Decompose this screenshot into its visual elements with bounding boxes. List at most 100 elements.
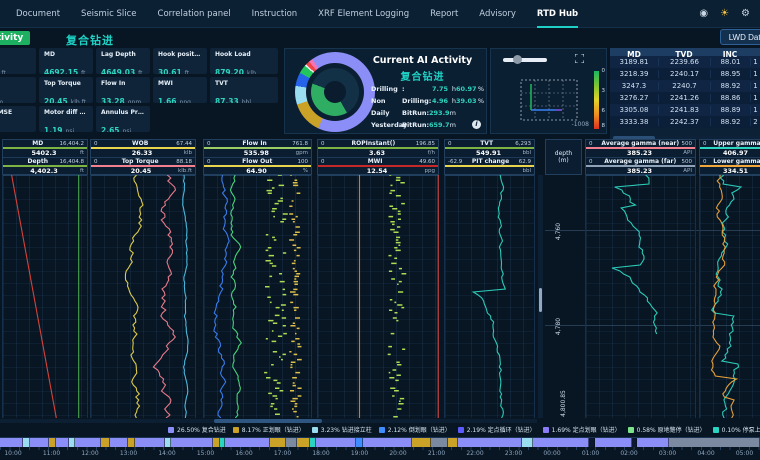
circle-icon[interactable]: ◉ [699, 8, 709, 19]
legend-item-: 3.23% 钻进接立柱 [311, 425, 372, 434]
time-label: 03:00 [658, 450, 677, 457]
table-row[interactable]: 3276.27 2241.26 88.86 1 [610, 92, 760, 104]
gamma-track-1-scale-row: 0 Average gamma (near) 500 [586, 140, 695, 149]
kpi-tile-md: MD 4692.15 ft [39, 48, 93, 74]
survey-col-inc: INC [722, 50, 738, 59]
kpi-unit: klb.ft [70, 99, 86, 103]
log-track-5-header: 0 TVT 6,293 549.91 bbl -62.9 PIT change 62.9 bbl [444, 139, 535, 176]
survey-cell: 1 [750, 70, 760, 78]
log-track-3-body [203, 175, 312, 418]
kpi-value: 879.20 klb [215, 60, 273, 74]
legend-text: 2.19% 定点循环（钻进） [466, 427, 536, 434]
curve-unit: ft [80, 150, 84, 156]
nav-item-xrf-element-logging[interactable]: XRF Element Logging [318, 8, 410, 19]
depth-gridline [545, 230, 760, 231]
nav-item-instruction[interactable]: Instruction [251, 8, 298, 19]
nav-item-report[interactable]: Report [430, 8, 459, 19]
table-row[interactable]: 3305.08 2241.83 88.89 1 [610, 104, 760, 116]
depth-slider[interactable] [503, 55, 547, 64]
kpi-unit: gpm [127, 99, 142, 103]
gear-icon[interactable]: ⚙ [741, 8, 750, 19]
fullscreen-icon[interactable] [575, 54, 584, 63]
activity-segment [457, 438, 522, 447]
ai-current-mode: 复合钻进 [400, 72, 445, 83]
legend-swatch [311, 426, 318, 433]
time-label: 05:00 [735, 450, 754, 457]
scale-min: 0 [94, 140, 98, 147]
nav-item-seismic-slice[interactable]: Seismic Slice [81, 8, 137, 19]
activity-segment [297, 438, 311, 447]
slider-knob[interactable] [513, 55, 522, 64]
activity-segment [316, 438, 356, 447]
ai-stat-label: Non [371, 97, 386, 105]
legend-swatch [542, 426, 549, 433]
table-row[interactable]: 3218.39 2240.17 88.95 1 [610, 68, 760, 80]
kpi-tile-top-torque: Top Torque 20.45 klb.ft [39, 77, 93, 103]
curve-name: Average gamma (near) [601, 140, 680, 147]
kpi-number: 87.33 [215, 97, 239, 103]
table-scrollbar-handle[interactable] [613, 136, 655, 140]
legend-swatch [378, 426, 385, 433]
ai-stats: Drilling:7.75 h 60.97% Non Drilling: 4.96 h 39.… [371, 83, 485, 131]
ai-stat-pct: 60.97 [456, 85, 477, 93]
survey-cell: 3218.39 [619, 70, 649, 78]
activity-segment [127, 438, 135, 447]
kpi-label: Top Torque [44, 80, 81, 87]
kpi-label: pth [0, 51, 31, 58]
legend-item-: 8.17% 正划眼（钻进） [232, 425, 305, 434]
curve-name: MD [32, 140, 44, 147]
kpi-label: Annulus Pressure... [101, 109, 145, 116]
horizontal-scrollbar-handle[interactable] [214, 419, 322, 423]
ai-activity-panel: Current AI Activity 复合钻进 Drilling:7.75 h 6… [284, 48, 487, 134]
log-track-1-value-row: 5402.3 ft [3, 149, 87, 158]
log-track-2-value-row: 20.45 klb.ft [91, 167, 195, 176]
sun-icon[interactable]: ☀ [720, 8, 730, 19]
nav-item-correlation-panel[interactable]: Correlation panel [157, 8, 231, 19]
horizontal-scrollbar[interactable] [0, 419, 537, 423]
gamma-track-2-value-row: 406.97 [700, 149, 760, 158]
wellbore-3d-cube[interactable] [517, 76, 581, 126]
kpi-label: Lag Depth [101, 51, 136, 58]
table-scrollbar[interactable] [610, 136, 760, 140]
time-axis-ticks [0, 447, 760, 450]
ai-stat-label2: : [402, 85, 405, 93]
vertical-scrollbar[interactable] [538, 175, 543, 418]
ai-stat-row: Daily BitRun: 293.9 m [371, 107, 485, 119]
ai-activity-badge[interactable]: AI Activity [0, 31, 31, 45]
activity-segment [0, 438, 24, 447]
vertical-scrollbar-handle[interactable] [539, 288, 542, 312]
log-track-4-value-row: 12.54 ppg [318, 167, 438, 176]
legend-text: 1.69% 定点划眼（钻进） [551, 427, 621, 434]
survey-cell: 88.92 [710, 118, 750, 126]
table-row[interactable]: 3333.38 2242.37 88.92 2 [610, 116, 760, 128]
survey-col-tvd: TVD [675, 50, 693, 59]
table-row[interactable]: 3189.81 2239.66 88.01 1 [610, 56, 760, 68]
nav-item-rtd-hub[interactable]: RTD Hub [536, 0, 579, 28]
curve-name: ROPInstant() [351, 140, 396, 147]
curve-name: Upper gamma (n [713, 140, 760, 147]
time-label: 22:00 [466, 450, 484, 457]
kpi-value: 4649.03 ft [101, 60, 145, 74]
time-label: 01:00 [581, 450, 600, 457]
time-label: 17:00 [273, 450, 292, 457]
lwd-data-button[interactable]: LWD Data [719, 29, 760, 45]
survey-cell: 3247.3 [621, 82, 647, 90]
activity-segment [134, 438, 166, 447]
scale-max: 16,404.8 [59, 158, 85, 165]
time-label: 21:00 [427, 450, 446, 457]
ai-stat-label: Yesterday [371, 121, 408, 129]
kpi-number: 879.20 [215, 68, 244, 74]
log-track-5-body [444, 175, 535, 418]
nav-item-advisory[interactable]: Advisory [479, 8, 516, 19]
kpi-value: 1.19 psi [44, 118, 88, 132]
activity-segment [74, 438, 101, 447]
ai-stat-unit: m [449, 121, 456, 129]
nav-item-document[interactable]: Document [16, 8, 61, 19]
info-icon[interactable]: i [472, 120, 481, 129]
curve-value: 20.45 [130, 167, 152, 175]
kpi-unit: ft [184, 70, 190, 74]
curve-value: 535.98 [243, 149, 269, 157]
scale-min: 0 [589, 140, 593, 147]
log-track-1-header: MD 16,404.2 5402.3 ft Depth 16,404.8 4,402.3 ft [2, 139, 88, 176]
table-row[interactable]: 3247.3 2240.7 88.92 1 [610, 80, 760, 92]
